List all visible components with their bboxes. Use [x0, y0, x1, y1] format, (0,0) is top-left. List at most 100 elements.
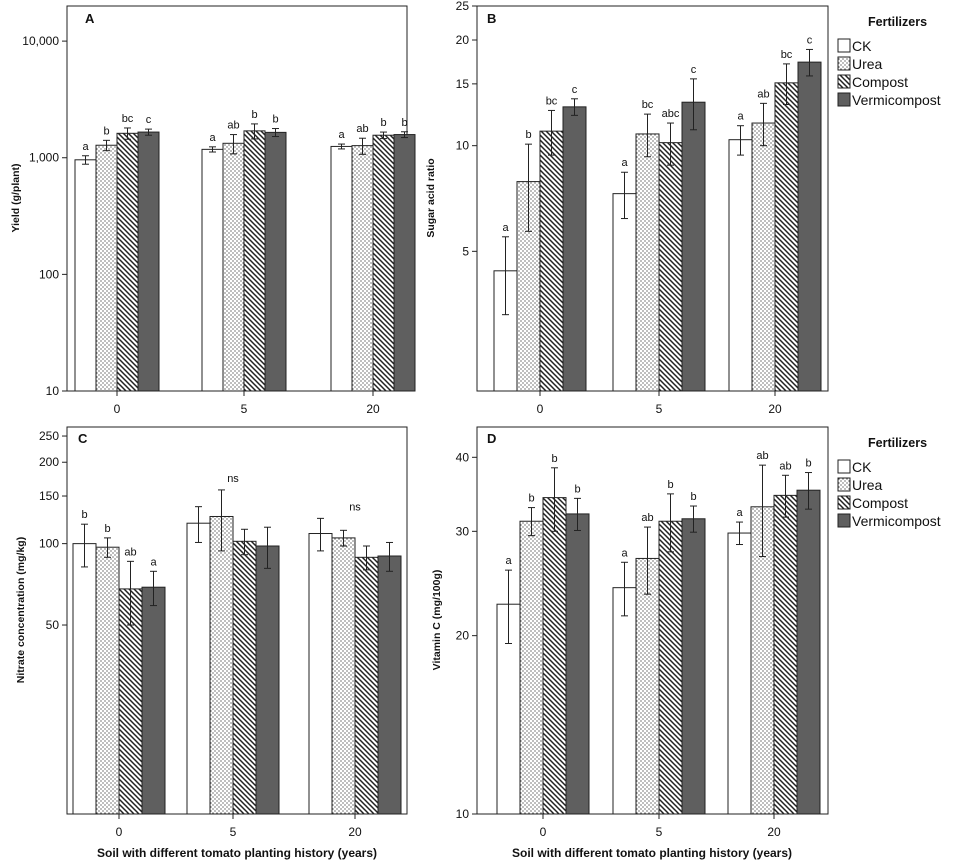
y-tick-label: 250: [39, 429, 59, 443]
y-tick-label: 10: [456, 807, 470, 821]
x-tick-label: 5: [656, 402, 663, 416]
x-tick-label: 20: [348, 825, 362, 839]
bar: [186, 522, 211, 815]
legend-swatch: [837, 56, 851, 71]
panel-b: B Sugar acid ratio 5101520250abbcc5abcab…: [425, 0, 829, 416]
legend-label: Compost: [852, 495, 908, 511]
bar: [137, 131, 160, 392]
significance-letter: b: [103, 125, 109, 137]
y-tick-label: 50: [46, 618, 60, 632]
significance-letter: ab: [757, 88, 769, 100]
significance-letter: b: [805, 458, 811, 470]
y-tick-label: 100: [39, 267, 59, 281]
x-tick-label: 20: [767, 825, 781, 839]
panel-c: C Nitrate concentration (mg/kg) 50100150…: [15, 426, 408, 839]
legend-swatch: [837, 495, 851, 510]
bar: [255, 545, 280, 815]
panel-b-letter: B: [487, 11, 496, 26]
x-tick-label: 5: [230, 825, 237, 839]
y-tick-label: 20: [456, 33, 470, 47]
significance-letter: a: [505, 555, 512, 567]
y-tick-label: 30: [456, 524, 470, 538]
bar: [141, 586, 166, 815]
legend-label: CK: [852, 459, 872, 475]
significance-letter: b: [401, 117, 407, 129]
bar: [728, 139, 753, 392]
legend-swatch: [837, 477, 851, 492]
legend-bottom: Fertilizers CK Urea Compost Vermicompost: [837, 436, 941, 529]
bar: [774, 82, 799, 392]
bar: [95, 144, 118, 392]
panel-c-letter: C: [78, 431, 88, 446]
significance-letter: ab: [124, 546, 136, 558]
significance-letter: a: [736, 507, 743, 519]
significance-letter: bc: [781, 49, 793, 61]
bar: [539, 130, 564, 392]
significance-letter: b: [528, 493, 534, 505]
bar: [308, 533, 333, 815]
significance-letter: ab: [779, 460, 791, 472]
significance-letter: ab: [356, 123, 368, 135]
significance-letter: abc: [662, 108, 680, 120]
significance-letter: bc: [642, 99, 654, 111]
legend-label: Vermicompost: [852, 92, 941, 108]
panel-d-letter: D: [487, 431, 496, 446]
x-tick-label: 0: [537, 402, 544, 416]
bar: [201, 148, 224, 392]
significance-letter: c: [807, 34, 813, 46]
x-tick-label: 20: [366, 402, 380, 416]
bar: [351, 145, 374, 392]
bar: [542, 497, 567, 815]
significance-letter: ab: [227, 120, 239, 132]
significance-letter: b: [251, 109, 257, 121]
x-tick-label: 20: [768, 402, 782, 416]
x-axis-title-right: Soil with different tomato planting hist…: [512, 846, 792, 860]
legend-label: Urea: [852, 477, 883, 493]
panel-b-ylabel: Sugar acid ratio: [425, 158, 437, 237]
y-tick-label: 5: [462, 244, 469, 258]
bar: [519, 520, 544, 815]
legend-swatch: [837, 459, 851, 474]
significance-letter: bc: [546, 95, 558, 107]
legend-label: Urea: [852, 56, 883, 72]
bar: [372, 134, 395, 392]
legend-title: Fertilizers: [868, 436, 927, 450]
y-tick-label: 20: [456, 629, 470, 643]
y-tick-label: 10: [46, 384, 60, 398]
significance-letter: a: [150, 556, 157, 568]
x-tick-label: 0: [114, 402, 121, 416]
significance-letter: c: [691, 64, 697, 76]
panel-c-plot: 50 100 150 200 250 0 b b ab a 5 ns 20 ns: [39, 429, 402, 839]
significance-letter: a: [82, 141, 89, 153]
bar: [773, 494, 798, 815]
significance-label: ns: [349, 501, 361, 513]
y-tick-label: 150: [39, 489, 59, 503]
x-tick-label: 5: [241, 402, 248, 416]
bar: [264, 131, 287, 392]
panel-d-ylabel: Vitamin C (mg/100g): [431, 570, 443, 671]
bar: [377, 555, 402, 815]
bar: [331, 537, 356, 815]
bar: [681, 101, 706, 392]
significance-letter: ab: [641, 512, 653, 524]
bar: [658, 142, 683, 392]
significance-letter: a: [621, 157, 628, 169]
bar: [751, 122, 776, 392]
bar: [95, 546, 120, 815]
y-tick-label: 10: [456, 139, 470, 153]
bar: [74, 159, 97, 392]
bar: [635, 557, 660, 815]
bar: [330, 145, 353, 392]
x-tick-label: 0: [116, 825, 123, 839]
bar: [562, 106, 587, 392]
significance-label: ns: [227, 473, 239, 485]
significance-letter: a: [621, 547, 628, 559]
y-tick-label: 25: [456, 0, 470, 13]
bar: [243, 130, 266, 392]
bar: [72, 543, 97, 815]
y-tick-label: 10,000: [22, 34, 59, 48]
